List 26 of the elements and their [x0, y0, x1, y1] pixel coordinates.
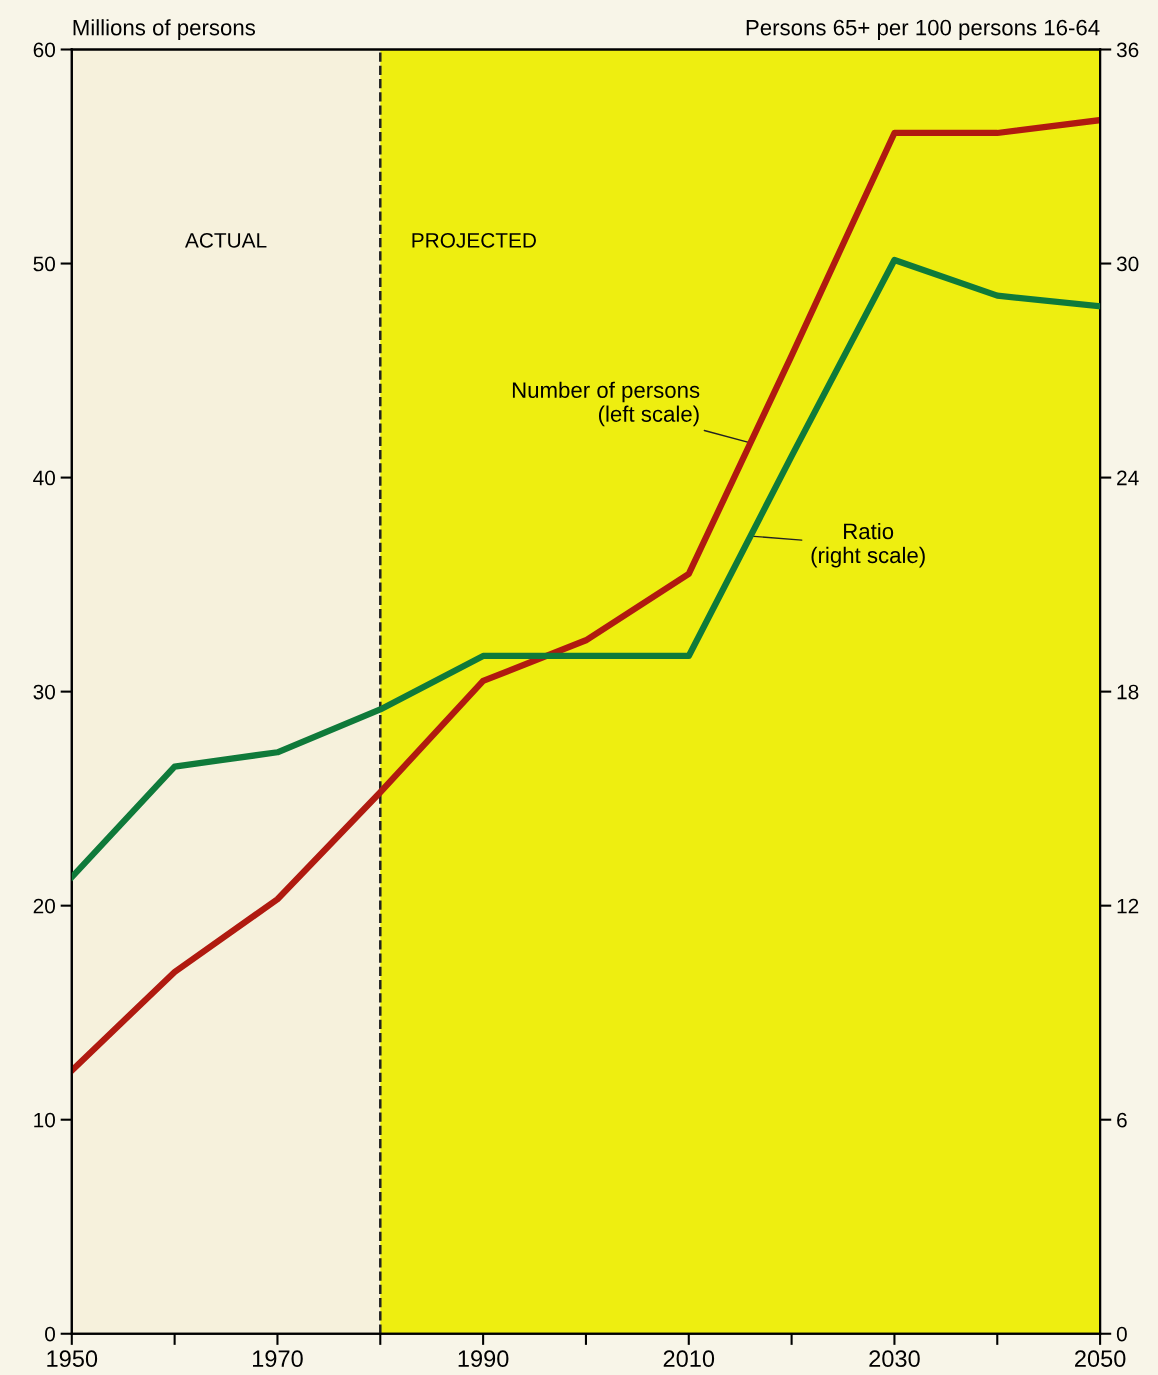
y2-tick-label: 12	[1117, 898, 1139, 914]
y2-tick-label: 36	[1116, 42, 1139, 58]
y-tick-label: 60	[33, 42, 56, 58]
y-tick-label: 50	[33, 256, 56, 272]
y2-axis-title: Persons 65+ per 100 persons 16-64	[746, 19, 1100, 40]
y2-tick-label: 24	[1117, 470, 1139, 486]
y-tick-label: 40	[33, 470, 56, 486]
band-label: ACTUAL	[184, 232, 267, 248]
x-tick-label: 2010	[663, 1350, 715, 1368]
y-tick-label: 0	[45, 1326, 56, 1342]
x-tick-label: 2050	[1075, 1350, 1126, 1368]
x-tick-label: 1970	[253, 1350, 303, 1368]
y2-tick-label: 0	[1116, 1326, 1127, 1342]
y2-tick-label: 6	[1117, 1112, 1127, 1128]
y2-tick-label: 30	[1116, 256, 1139, 272]
text: Number of persons (left scale)	[512, 381, 700, 427]
y2-tick-label: 18	[1117, 684, 1139, 700]
y-tick-label: 20	[33, 898, 56, 914]
y-axis-title: Millions of persons	[73, 19, 256, 40]
y-tick-label: 10	[34, 1112, 56, 1128]
x-tick-label: 1950	[47, 1350, 98, 1368]
y-tick-label: 30	[33, 684, 56, 700]
x-tick-label: 2030	[869, 1350, 920, 1368]
band-label: PROJECTED	[412, 232, 536, 248]
text: Ratio (right scale)	[811, 522, 925, 568]
x-tick-label: 1990	[458, 1350, 509, 1368]
